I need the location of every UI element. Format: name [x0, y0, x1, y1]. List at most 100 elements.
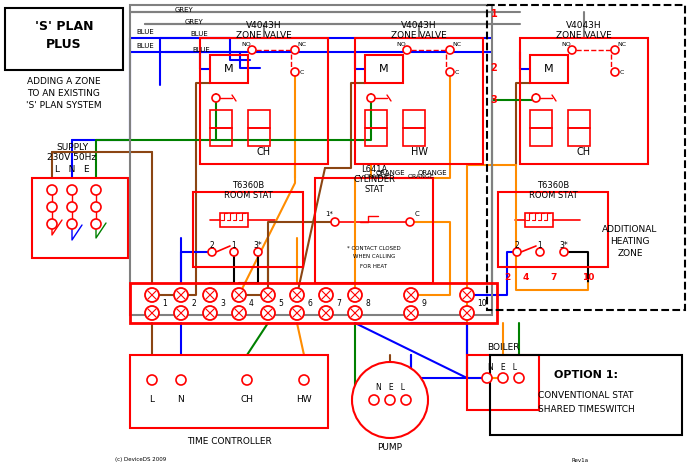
- Circle shape: [290, 288, 304, 302]
- Circle shape: [460, 288, 474, 302]
- Text: ROOM STAT: ROOM STAT: [529, 190, 578, 199]
- Circle shape: [348, 306, 362, 320]
- Circle shape: [203, 306, 217, 320]
- Bar: [403, 128, 425, 146]
- Text: BLUE: BLUE: [192, 47, 210, 53]
- Circle shape: [176, 375, 186, 385]
- Text: 2: 2: [504, 273, 510, 283]
- Circle shape: [91, 202, 101, 212]
- Text: GREY: GREY: [185, 19, 204, 25]
- Text: N: N: [177, 395, 184, 404]
- Text: 10: 10: [477, 300, 486, 308]
- Text: HW: HW: [296, 395, 312, 404]
- Text: BLUE: BLUE: [136, 29, 154, 35]
- Text: 3: 3: [220, 300, 225, 308]
- Text: C: C: [620, 70, 624, 74]
- Circle shape: [230, 248, 238, 256]
- Text: 5: 5: [278, 300, 283, 308]
- Circle shape: [232, 306, 246, 320]
- Text: ORANGE: ORANGE: [364, 175, 391, 180]
- Text: 230V 50Hz: 230V 50Hz: [48, 154, 97, 162]
- Circle shape: [352, 362, 428, 438]
- Text: CH: CH: [257, 147, 271, 157]
- Text: CYLINDER: CYLINDER: [353, 176, 395, 184]
- Circle shape: [404, 288, 418, 302]
- Text: NO: NO: [241, 42, 251, 46]
- Text: 3*: 3*: [560, 241, 569, 249]
- Circle shape: [254, 248, 262, 256]
- Circle shape: [403, 46, 411, 54]
- Text: 9: 9: [421, 300, 426, 308]
- Text: * CONTACT CLOSED: * CONTACT CLOSED: [347, 246, 401, 250]
- Text: C: C: [300, 70, 304, 74]
- Text: 3: 3: [491, 95, 497, 105]
- Bar: [130, 5, 492, 315]
- Bar: [403, 110, 425, 128]
- Text: GREY: GREY: [175, 7, 194, 13]
- Bar: [315, 178, 433, 283]
- Text: ZONE VALVE: ZONE VALVE: [556, 30, 612, 39]
- Circle shape: [319, 288, 333, 302]
- Circle shape: [174, 288, 188, 302]
- Bar: [568, 128, 590, 146]
- Bar: [355, 38, 483, 164]
- Bar: [210, 128, 232, 146]
- Text: M: M: [544, 64, 554, 74]
- Bar: [210, 55, 248, 83]
- Circle shape: [145, 288, 159, 302]
- Bar: [530, 128, 552, 146]
- Text: V4043H: V4043H: [566, 22, 602, 30]
- Bar: [467, 355, 539, 410]
- Bar: [193, 192, 303, 267]
- Circle shape: [232, 288, 246, 302]
- Circle shape: [536, 248, 544, 256]
- Circle shape: [248, 46, 256, 54]
- Text: T6360B: T6360B: [232, 181, 264, 190]
- Text: BOILER: BOILER: [486, 344, 520, 352]
- Circle shape: [568, 46, 576, 54]
- Text: ZONE VALVE: ZONE VALVE: [391, 30, 447, 39]
- Text: 1: 1: [538, 241, 542, 249]
- Circle shape: [513, 248, 521, 256]
- Circle shape: [401, 395, 411, 405]
- Text: 1: 1: [491, 9, 497, 19]
- Text: 1*: 1*: [325, 211, 333, 217]
- Text: NC: NC: [453, 42, 462, 46]
- Text: 3*: 3*: [254, 241, 262, 249]
- Circle shape: [203, 288, 217, 302]
- Text: CH: CH: [241, 395, 253, 404]
- Text: ADDITIONAL: ADDITIONAL: [602, 226, 658, 234]
- Text: HEATING: HEATING: [610, 237, 650, 247]
- Text: N   E   L: N E L: [489, 364, 518, 373]
- Bar: [248, 110, 270, 128]
- Bar: [520, 38, 648, 164]
- Text: ADDING A ZONE: ADDING A ZONE: [27, 78, 101, 87]
- Circle shape: [147, 375, 157, 385]
- Circle shape: [261, 306, 275, 320]
- Bar: [32, 178, 128, 258]
- Text: NO: NO: [396, 42, 406, 46]
- Circle shape: [91, 219, 101, 229]
- Text: V4043H: V4043H: [401, 22, 437, 30]
- Text: STAT: STAT: [364, 185, 384, 195]
- Text: N   E   L: N E L: [375, 383, 404, 393]
- Bar: [365, 110, 387, 128]
- Text: ORANGE: ORANGE: [417, 170, 447, 176]
- Text: L   N   E: L N E: [55, 166, 89, 175]
- Circle shape: [67, 202, 77, 212]
- Text: C: C: [455, 70, 459, 74]
- Circle shape: [261, 288, 275, 302]
- Circle shape: [514, 373, 524, 383]
- Circle shape: [498, 373, 508, 383]
- Circle shape: [145, 306, 159, 320]
- Text: 1: 1: [162, 300, 167, 308]
- Text: 2: 2: [210, 241, 215, 249]
- Text: CONVENTIONAL STAT: CONVENTIONAL STAT: [538, 390, 633, 400]
- Text: TO AN EXISTING: TO AN EXISTING: [28, 89, 101, 98]
- Text: M: M: [224, 64, 234, 74]
- Text: ORANGE: ORANGE: [375, 170, 405, 176]
- Bar: [487, 5, 685, 310]
- Bar: [5, 8, 123, 70]
- Text: BLUE: BLUE: [190, 31, 208, 37]
- Circle shape: [331, 218, 339, 226]
